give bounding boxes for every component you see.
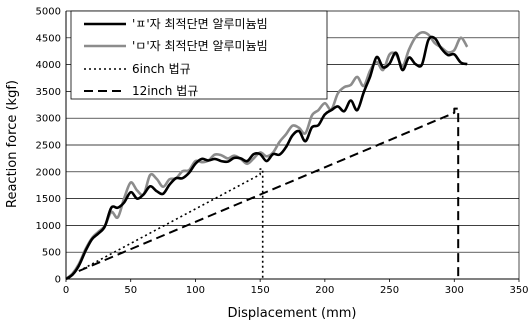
tick-labels: 0500100015002000250030003500400045005000…	[36, 7, 529, 297]
series-line-1	[65, 35, 468, 281]
legend-label-series-4: 12inch 법규	[132, 84, 198, 98]
y-tick-label: 1000	[36, 221, 61, 232]
y-tick-label: 4000	[36, 60, 61, 71]
x-tick-label: 150	[251, 285, 270, 296]
legend-label-series-3: 6inch 법규	[132, 62, 191, 76]
y-tick-label: 1500	[36, 194, 61, 205]
x-tick-label: 350	[509, 285, 528, 296]
y-tick-label: 5000	[36, 7, 61, 18]
legend-label-series-2: 'ㅁ'자 최적단면 알루미늄빔	[132, 39, 268, 53]
y-tick-label: 0	[55, 275, 61, 286]
x-tick-label: 50	[124, 285, 137, 296]
axes	[65, 11, 520, 282]
legend-label-series-1: 'ㅍ'자 최적단면 알루미늄빔	[132, 17, 268, 31]
y-tick-label: 4500	[36, 33, 61, 44]
legend-box	[70, 10, 328, 100]
legend: 'ㅍ'자 최적단면 알루미늄빔 'ㅁ'자 최적단면 알루미늄빔 6inch 법규…	[70, 10, 328, 100]
series-line-4	[78, 107, 460, 279]
y-tick-label: 3000	[36, 114, 61, 125]
y-tick-label: 3500	[36, 87, 61, 98]
x-tick-label: 250	[380, 285, 399, 296]
x-axis-title: Displacement (mm)	[228, 306, 357, 321]
y-tick-label: 500	[42, 248, 61, 259]
x-tick-label: 0	[63, 285, 69, 296]
y-axis-title: Reaction force (kgf)	[5, 80, 20, 208]
x-tick-label: 300	[445, 285, 464, 296]
series-line-3	[78, 168, 264, 279]
y-tick-label: 2500	[36, 141, 61, 152]
series-lines	[65, 31, 469, 281]
y-tick-label: 2000	[36, 167, 61, 178]
x-tick-label: 100	[186, 285, 205, 296]
x-tick-label: 200	[315, 285, 334, 296]
